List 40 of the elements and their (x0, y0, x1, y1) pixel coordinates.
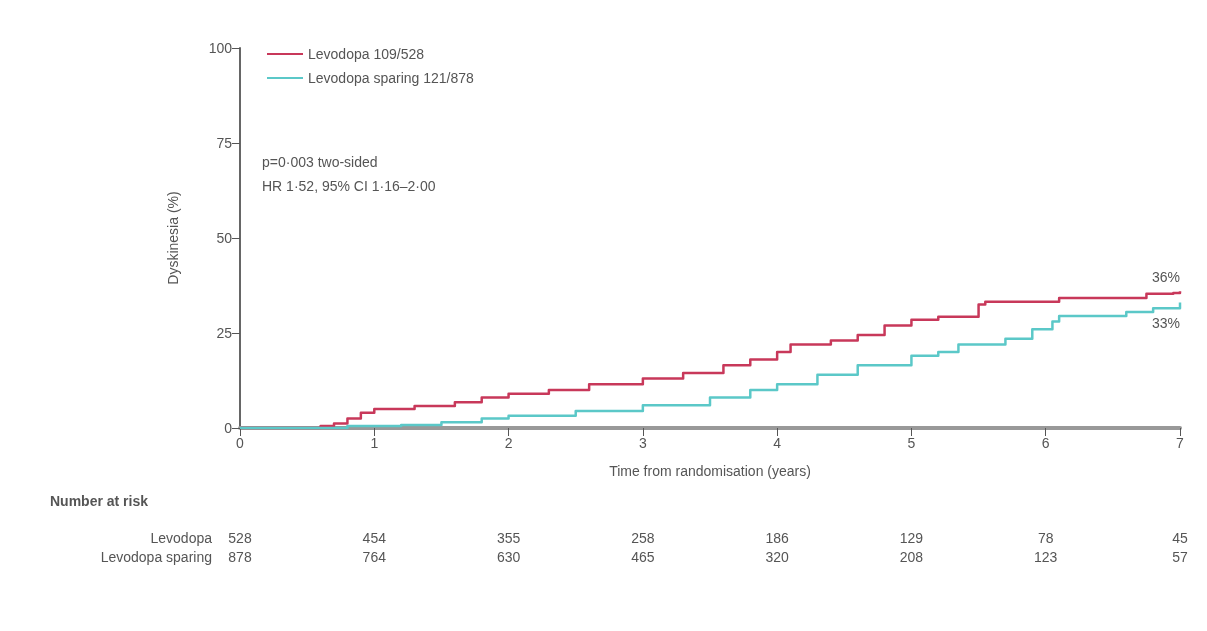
text: 186 (765, 530, 790, 546)
y-axis-title: Dyskinesia (%) (165, 191, 181, 285)
legend-label: Levodopa sparing 121/878 (308, 70, 475, 86)
text: 465 (631, 549, 655, 565)
x-tick-label: 5 (907, 435, 916, 451)
text: 208 (899, 549, 924, 565)
text: 129 (899, 530, 924, 546)
annotation: 33% (1151, 314, 1180, 331)
annotation: p=0·003 two-sided (262, 154, 378, 170)
x-tick-label: 2 (504, 435, 513, 451)
annotation: 36% (1151, 269, 1180, 286)
y-tick-label: 100 (208, 40, 233, 56)
text: Levodopa (150, 530, 213, 546)
x-tick-label: 3 (638, 435, 647, 451)
text: 878 (228, 549, 252, 565)
text: 123 (1034, 549, 1058, 565)
y-tick-label: 25 (216, 325, 233, 341)
text: Number at risk (50, 493, 149, 509)
text: Levodopa sparing (100, 549, 212, 565)
text: 454 (362, 530, 387, 546)
x-tick-label: 1 (370, 435, 379, 451)
y-tick-label: 75 (216, 135, 233, 151)
x-axis-title: Time from randomisation (years) (609, 463, 811, 479)
text: 528 (228, 530, 252, 546)
text: 764 (362, 549, 387, 565)
x-tick-label: 7 (1176, 435, 1185, 451)
text: 320 (765, 549, 790, 565)
text: 355 (496, 530, 521, 546)
text: 45 (1172, 530, 1188, 546)
y-tick-label: 50 (216, 230, 233, 246)
x-tick-label: 6 (1041, 435, 1050, 451)
text: 57 (1172, 549, 1188, 565)
legend-label: Levodopa 109/528 (308, 46, 425, 62)
annotation: HR 1·52, 95% CI 1·16–2·00 (262, 178, 436, 194)
text: 630 (496, 549, 521, 565)
text: 258 (631, 530, 655, 546)
x-tick-label: 0 (236, 435, 245, 451)
y-tick-label: 0 (224, 420, 233, 436)
x-tick-label: 4 (773, 435, 782, 451)
text: 78 (1037, 530, 1054, 546)
